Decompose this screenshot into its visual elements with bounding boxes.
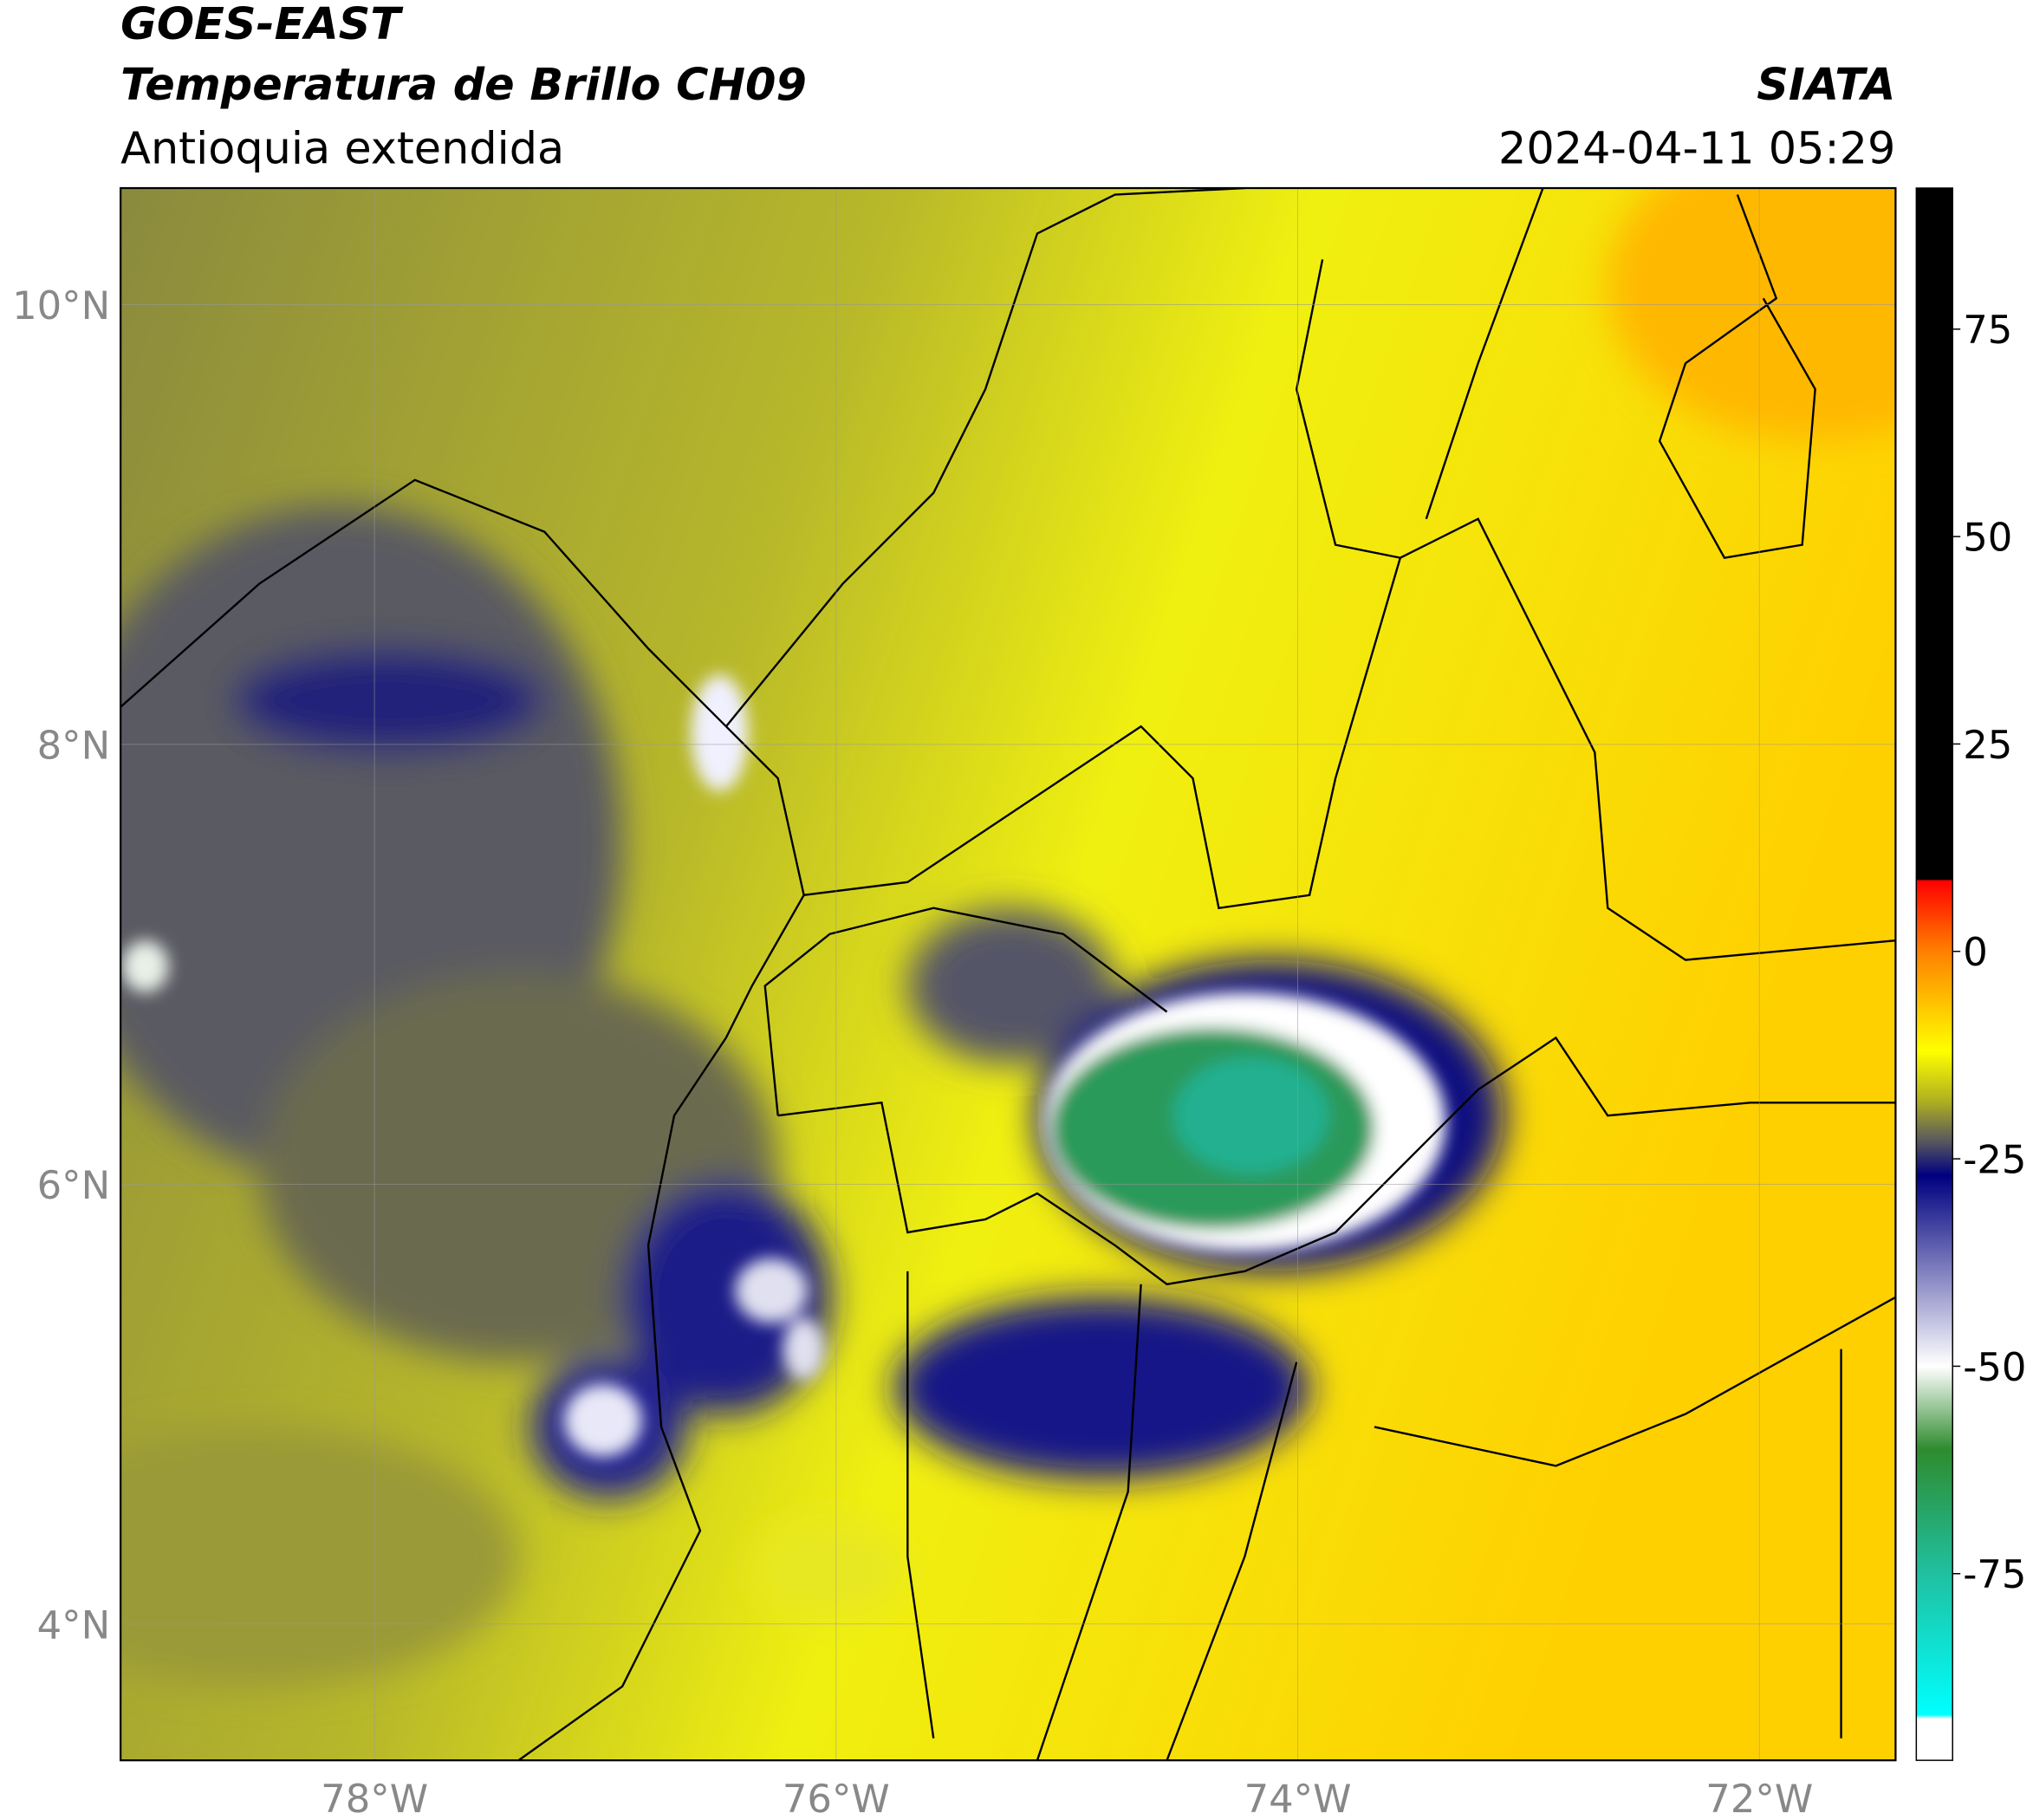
region: Antioquia extendida: [120, 123, 564, 174]
x-tick-label: 74°W: [1244, 1776, 1352, 1820]
datetime: 2024-04-11 05:29: [1498, 123, 1895, 174]
colorbar-tick-label: 25: [1963, 722, 2012, 768]
subtitle: Temperatura de Brillo CH09: [120, 59, 807, 110]
borders: [120, 188, 1896, 1761]
storm-cells: [121, 674, 1446, 1457]
colorbar-tick-label: 0: [1963, 929, 1988, 975]
colorbar-tick-label: 50: [1963, 515, 2012, 561]
map: [120, 188, 1896, 1761]
colorbar: [1915, 187, 1953, 1761]
colorbar-tick-label: -25: [1963, 1137, 2026, 1183]
source: SIATA: [1757, 59, 1895, 110]
title: GOES-EAST: [120, 0, 404, 49]
map-frame: [120, 186, 1897, 1762]
colorbar-tick-label: -50: [1963, 1344, 2026, 1390]
colorbar-tick-label: -75: [1963, 1551, 2026, 1597]
colorbar-tick-label: 75: [1963, 307, 2012, 353]
y-tick-label: 8°N: [37, 722, 111, 768]
y-tick-label: 4°N: [37, 1602, 111, 1648]
y-tick-label: 10°N: [12, 283, 110, 328]
x-tick-label: 76°W: [783, 1776, 890, 1820]
x-tick-label: 72°W: [1705, 1776, 1813, 1820]
x-tick-label: 78°W: [321, 1776, 428, 1820]
y-tick-label: 6°N: [37, 1162, 111, 1208]
